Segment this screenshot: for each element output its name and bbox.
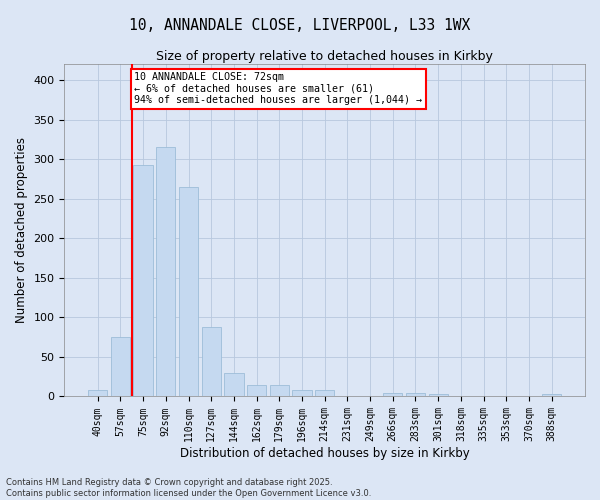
Bar <box>179 187 198 396</box>
Text: 10, ANNANDALE CLOSE, LIVERPOOL, L33 1WX: 10, ANNANDALE CLOSE, LIVERPOOL, L33 1WX <box>130 18 470 32</box>
Bar <box>88 390 107 396</box>
Bar <box>111 337 130 396</box>
Bar <box>133 164 153 396</box>
Bar <box>292 390 311 396</box>
Y-axis label: Number of detached properties: Number of detached properties <box>15 138 28 324</box>
Bar <box>428 394 448 396</box>
Bar <box>269 384 289 396</box>
Bar <box>156 147 175 396</box>
Bar <box>406 392 425 396</box>
Title: Size of property relative to detached houses in Kirkby: Size of property relative to detached ho… <box>156 50 493 63</box>
Text: 10 ANNANDALE CLOSE: 72sqm
← 6% of detached houses are smaller (61)
94% of semi-d: 10 ANNANDALE CLOSE: 72sqm ← 6% of detach… <box>134 72 422 106</box>
Text: Contains HM Land Registry data © Crown copyright and database right 2025.
Contai: Contains HM Land Registry data © Crown c… <box>6 478 371 498</box>
X-axis label: Distribution of detached houses by size in Kirkby: Distribution of detached houses by size … <box>180 447 470 460</box>
Bar <box>224 372 244 396</box>
Bar <box>383 392 403 396</box>
Bar <box>542 394 562 396</box>
Bar <box>202 327 221 396</box>
Bar <box>247 384 266 396</box>
Bar <box>315 390 334 396</box>
